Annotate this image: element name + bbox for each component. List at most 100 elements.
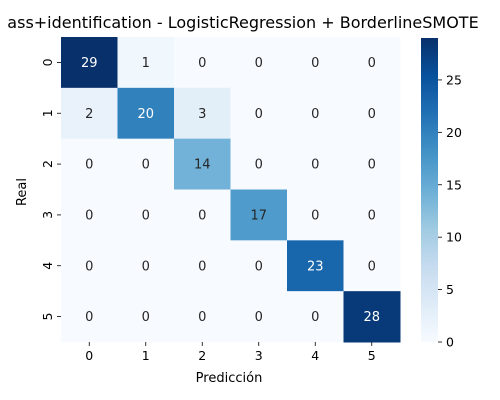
- colorbar-ticks: 0 5 10 15 20 25: [438, 72, 462, 350]
- heatmap-cell-1-1: [117, 87, 175, 140]
- heatmap-value-4-0: 0: [85, 259, 93, 274]
- heatmap-value-4-2: 0: [198, 259, 206, 274]
- heatmap-value-2-4: 0: [311, 158, 319, 173]
- heatmap-cell-0-1: [117, 37, 175, 89]
- heatmap-value-1-2: 3: [198, 107, 206, 122]
- heatmap-value-2-0: 0: [85, 158, 93, 173]
- heatmap-value-1-3: 0: [255, 107, 263, 122]
- heatmap-value-5-3: 0: [255, 310, 263, 325]
- heatmap-cell-2-1: [117, 138, 175, 190]
- heatmap-cells: [61, 37, 401, 343]
- heatmap-cell-0-5: [343, 37, 401, 89]
- heatmap-cell-4-2: [174, 240, 231, 292]
- heatmap-cell-1-5: [343, 87, 401, 140]
- heatmap-cell-5-0: [61, 291, 118, 343]
- x-tick-label-5: 5: [368, 348, 376, 363]
- heatmap-value-0-2: 0: [198, 56, 206, 71]
- heatmap-cell-1-2: [174, 87, 231, 140]
- heatmap-value-3-0: 0: [85, 208, 93, 223]
- heatmap-value-5-4: 0: [311, 310, 319, 325]
- heatmap-cell-0-3: [230, 37, 288, 89]
- heatmap-cell-2-5: [343, 138, 401, 190]
- heatmap-cell-4-0: [61, 240, 118, 292]
- heatmap-value-1-1: 20: [137, 107, 154, 122]
- heatmap-value-0-1: 1: [142, 56, 150, 71]
- x-tick-label-1: 1: [142, 348, 150, 363]
- y-axis-ticks: 0 1 2 3 4 5: [40, 58, 61, 321]
- x-tick-label-3: 3: [255, 348, 263, 363]
- heatmap-cell-4-1: [117, 240, 175, 292]
- heatmap-cell-1-4: [287, 87, 344, 140]
- heatmap-value-5-5: 28: [363, 310, 380, 325]
- heatmap-cell-5-1: [117, 291, 175, 343]
- heatmap-value-5-2: 0: [198, 310, 206, 325]
- y-tick-label-4: 4: [40, 262, 55, 270]
- heatmap-value-4-3: 0: [255, 259, 263, 274]
- heatmap-value-2-3: 0: [255, 158, 263, 173]
- heatmap-cell-4-4: [287, 240, 344, 292]
- colorbar-tick-label-0: 0: [446, 335, 454, 350]
- heatmap-cell-1-3: [230, 87, 288, 140]
- heatmap-value-2-5: 0: [368, 158, 376, 173]
- heatmap-value-0-4: 0: [311, 56, 319, 71]
- heatmap-cell-0-0: [61, 37, 118, 89]
- heatmap-cell-3-2: [174, 189, 231, 241]
- heatmap-value-1-5: 0: [368, 107, 376, 122]
- heatmap-cell-0-2: [174, 37, 231, 89]
- heatmap-cell-labels: 29 1 0 0 0 0 2 20 3 0 0 0 0 0 14 0 0 0 0 0 0 17 0 0 0 0 0 0 23 0 0 0 0 0 0…: [81, 56, 380, 325]
- y-tick-label-5: 5: [40, 313, 55, 321]
- heatmap-cell-4-3: [230, 240, 288, 292]
- heatmap-value-3-4: 0: [311, 208, 319, 223]
- heatmap-value-0-0: 29: [81, 56, 98, 71]
- heatmap-cell-3-3: [230, 189, 288, 241]
- heatmap-value-3-3: 17: [250, 208, 267, 223]
- y-tick-label-1: 1: [40, 109, 55, 117]
- x-tick-label-4: 4: [311, 348, 319, 363]
- heatmap-cell-5-4: [287, 291, 344, 343]
- heatmap-value-2-1: 0: [142, 158, 150, 173]
- heatmap-cell-3-1: [117, 189, 175, 241]
- heatmap-value-5-1: 0: [142, 310, 150, 325]
- y-axis-label: Real: [15, 178, 30, 206]
- x-axis-ticks: 0 1 2 3 4 5: [85, 342, 376, 363]
- colorbar-tick-label-3: 15: [446, 177, 462, 192]
- heatmap-value-2-2: 14: [194, 158, 211, 173]
- heatmap-cell-0-4: [287, 37, 344, 89]
- heatmap-value-3-5: 0: [368, 208, 376, 223]
- colorbar-tick-label-4: 20: [446, 125, 462, 140]
- heatmap-cell-5-2: [174, 291, 231, 343]
- y-tick-label-3: 3: [40, 211, 55, 219]
- heatmap-cell-2-2: [174, 138, 231, 190]
- heatmap-value-3-2: 0: [198, 208, 206, 223]
- colorbar-tick-label-5: 25: [446, 72, 462, 87]
- heatmap-cell-2-0: [61, 138, 118, 190]
- y-tick-label-0: 0: [40, 58, 55, 66]
- heatmap-value-0-3: 0: [255, 56, 263, 71]
- y-tick-label-2: 2: [40, 160, 55, 168]
- heatmap-value-3-1: 0: [142, 208, 150, 223]
- heatmap-value-4-5: 0: [368, 259, 376, 274]
- heatmap-cell-1-0: [61, 87, 118, 140]
- chart-title: ass+identification - LogisticRegression …: [7, 13, 478, 32]
- heatmap-value-1-4: 0: [311, 107, 319, 122]
- heatmap-cell-2-3: [230, 138, 288, 190]
- heatmap-value-5-0: 0: [85, 310, 93, 325]
- x-tick-label-0: 0: [85, 348, 93, 363]
- x-tick-label-2: 2: [198, 348, 206, 363]
- colorbar-tick-label-1: 5: [446, 282, 454, 297]
- colorbar-tick-label-2: 10: [446, 230, 462, 245]
- heatmap-value-1-0: 2: [85, 107, 93, 122]
- heatmap-value-4-1: 0: [142, 259, 150, 274]
- heatmap-cell-3-5: [343, 189, 401, 241]
- heatmap-value-4-4: 23: [307, 259, 324, 274]
- heatmap-value-0-5: 0: [368, 56, 376, 71]
- x-axis-label: Predicción: [196, 371, 263, 386]
- heatmap-cell-2-4: [287, 138, 344, 190]
- heatmap-cell-5-5: [343, 291, 401, 343]
- heatmap-cell-3-4: [287, 189, 344, 241]
- colorbar: [421, 38, 438, 342]
- heatmap-cell-4-5: [343, 240, 401, 292]
- heatmap-cell-5-3: [230, 291, 288, 343]
- heatmap-cell-3-0: [61, 189, 118, 241]
